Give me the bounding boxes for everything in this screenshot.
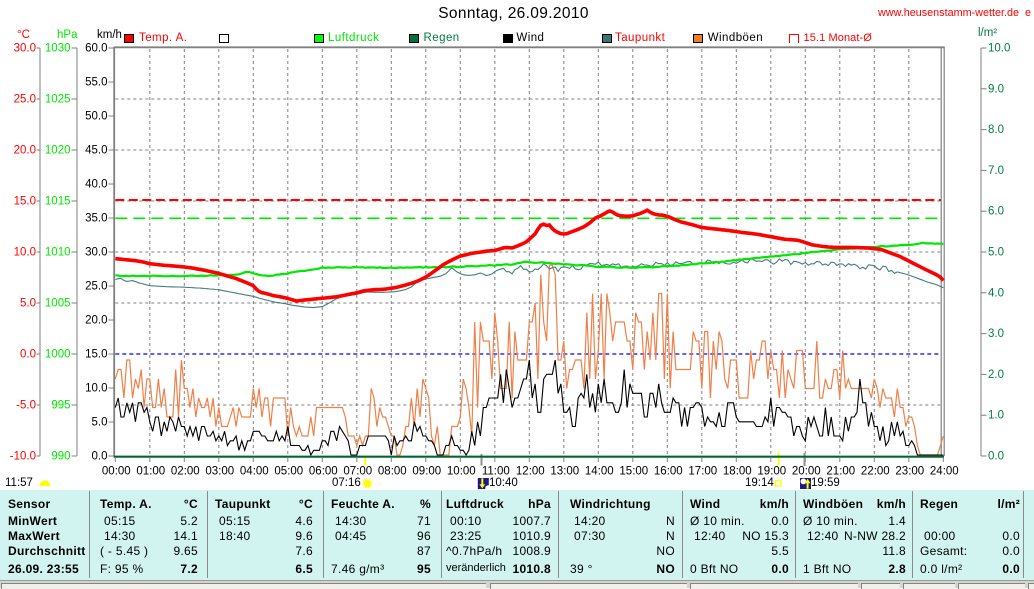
svg-text:07:00: 07:00 — [343, 466, 372, 478]
svg-text:10:00: 10:00 — [447, 466, 476, 478]
svg-text:25.0: 25.0 — [14, 94, 36, 106]
svg-text:03:00: 03:00 — [205, 466, 234, 478]
svg-text:5.0: 5.0 — [20, 298, 36, 310]
svg-text:24:00: 24:00 — [930, 466, 959, 478]
svg-text:05:00: 05:00 — [274, 466, 303, 478]
svg-text:5.0: 5.0 — [988, 247, 1004, 259]
svg-text:-5.0: -5.0 — [16, 400, 36, 412]
svg-text:7.0: 7.0 — [988, 165, 1004, 177]
svg-text:20:00: 20:00 — [792, 466, 821, 478]
svg-text:04:00: 04:00 — [240, 466, 269, 478]
svg-text:30.0: 30.0 — [85, 247, 107, 259]
svg-text:19:00: 19:00 — [757, 466, 786, 478]
svg-text:6.0: 6.0 — [988, 206, 1004, 218]
svg-text:55.0: 55.0 — [85, 77, 107, 89]
svg-text:18:00: 18:00 — [723, 466, 752, 478]
svg-text:15.0: 15.0 — [14, 196, 36, 208]
svg-text:3.0: 3.0 — [988, 328, 1004, 340]
svg-text:0.0: 0.0 — [20, 349, 36, 361]
svg-text:08:00: 08:00 — [378, 466, 407, 478]
svg-text:16:00: 16:00 — [654, 466, 683, 478]
svg-text:5.0: 5.0 — [92, 417, 108, 429]
svg-text:00:00: 00:00 — [102, 466, 131, 478]
svg-text:1025: 1025 — [45, 94, 71, 106]
svg-text:1030: 1030 — [45, 43, 71, 55]
svg-text:12:00: 12:00 — [516, 466, 545, 478]
svg-text:2.0: 2.0 — [988, 369, 1004, 381]
svg-text:20.0: 20.0 — [85, 315, 107, 327]
svg-text:1.0: 1.0 — [988, 410, 1004, 422]
svg-text:23:00: 23:00 — [895, 466, 924, 478]
svg-text:1015: 1015 — [45, 196, 71, 208]
svg-text:60.0: 60.0 — [85, 43, 107, 55]
svg-text:02:00: 02:00 — [171, 466, 200, 478]
svg-text:11:00: 11:00 — [482, 466, 510, 478]
svg-text:20.0: 20.0 — [14, 145, 36, 157]
svg-text:14:00: 14:00 — [585, 466, 614, 478]
svg-text:4.0: 4.0 — [988, 287, 1004, 299]
svg-text:40.0: 40.0 — [85, 179, 107, 191]
svg-text:09:00: 09:00 — [412, 466, 441, 478]
svg-text:30.0: 30.0 — [14, 43, 36, 55]
svg-text:15.0: 15.0 — [85, 349, 107, 361]
svg-text:-10.0: -10.0 — [10, 451, 36, 463]
svg-text:995: 995 — [51, 400, 70, 412]
svg-text:22:00: 22:00 — [861, 466, 890, 478]
svg-text:15:00: 15:00 — [619, 466, 648, 478]
svg-text:10.0: 10.0 — [988, 43, 1010, 55]
svg-text:1000: 1000 — [45, 349, 71, 361]
svg-text:06:00: 06:00 — [309, 466, 338, 478]
svg-text:21:00: 21:00 — [826, 466, 855, 478]
svg-text:8.0: 8.0 — [988, 124, 1004, 136]
svg-text:10.0: 10.0 — [14, 247, 36, 259]
svg-text:50.0: 50.0 — [85, 111, 107, 123]
svg-text:45.0: 45.0 — [85, 145, 107, 157]
svg-text:0.0: 0.0 — [988, 451, 1004, 463]
svg-text:1010: 1010 — [45, 247, 71, 259]
svg-text:1020: 1020 — [45, 145, 71, 157]
svg-text:10.0: 10.0 — [85, 383, 107, 395]
svg-text:1005: 1005 — [45, 298, 71, 310]
svg-text:0.0: 0.0 — [92, 451, 108, 463]
svg-text:17:00: 17:00 — [688, 466, 717, 478]
svg-text:35.0: 35.0 — [85, 213, 107, 225]
svg-text:25.0: 25.0 — [85, 281, 107, 293]
svg-text:01:00: 01:00 — [136, 466, 165, 478]
svg-text:990: 990 — [51, 451, 70, 463]
svg-text:9.0: 9.0 — [988, 83, 1004, 95]
svg-text:13:00: 13:00 — [550, 466, 579, 478]
